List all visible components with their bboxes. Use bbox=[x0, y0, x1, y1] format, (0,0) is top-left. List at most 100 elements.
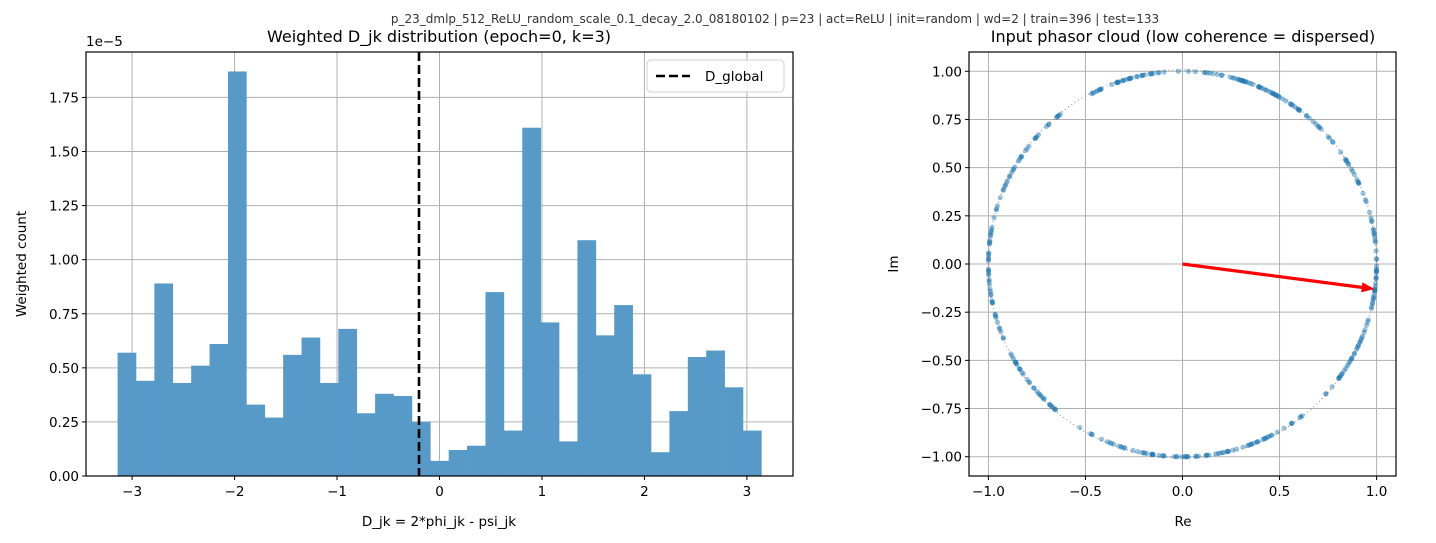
phasor-point bbox=[1273, 92, 1279, 98]
phasor-point bbox=[987, 288, 993, 295]
legend-label: D_global bbox=[705, 69, 763, 85]
phasor-point bbox=[1046, 401, 1053, 407]
phasor-point bbox=[1047, 402, 1053, 408]
phasor-point bbox=[1160, 453, 1166, 459]
histogram-bar bbox=[246, 404, 266, 476]
phasor-point bbox=[1193, 453, 1199, 459]
phasor-point bbox=[1012, 164, 1018, 170]
phasor-point bbox=[1203, 452, 1209, 458]
histogram-bar bbox=[135, 380, 155, 476]
phasor-point bbox=[1141, 450, 1148, 456]
phasor-point bbox=[1210, 71, 1216, 77]
phasor-point bbox=[1274, 429, 1280, 435]
phasor-point bbox=[1254, 439, 1260, 445]
phasor-point bbox=[1156, 70, 1162, 76]
phasor-point bbox=[1016, 156, 1023, 162]
phasor-ticks: −1.0 −0.5 0.0 0.5 1.0 1.00 0.75 0.50 0.25 0.00 −0.… bbox=[921, 64, 1388, 500]
phasor-point bbox=[1371, 289, 1378, 295]
histogram-ylabel: Weighted count bbox=[14, 211, 30, 317]
phasor-point bbox=[1204, 70, 1211, 76]
phasor-point bbox=[1371, 230, 1377, 236]
phasor-point bbox=[1225, 448, 1231, 455]
phasor-point bbox=[1016, 366, 1023, 372]
phasor-point bbox=[1039, 394, 1046, 401]
phasor-point bbox=[1149, 451, 1155, 457]
histogram-bar bbox=[743, 430, 762, 476]
x-tick-label: −2 bbox=[225, 484, 245, 500]
phasor-point bbox=[1250, 81, 1256, 87]
phasor-point bbox=[1351, 350, 1357, 357]
figure-suptitle: p_23_dmlp_512_ReLU_random_scale_0.1_deca… bbox=[391, 12, 1159, 26]
phasor-point bbox=[1223, 449, 1229, 455]
phasor-point bbox=[1139, 449, 1145, 456]
phasor-point bbox=[991, 215, 997, 221]
phasor-point bbox=[1173, 454, 1179, 460]
phasor-point bbox=[1032, 135, 1038, 142]
phasor-ylabel: Im bbox=[886, 255, 902, 272]
phasor-point bbox=[1356, 180, 1362, 186]
phasor-point bbox=[998, 329, 1004, 335]
phasor-point bbox=[1290, 102, 1296, 108]
phasor-point bbox=[986, 250, 992, 257]
phasor-point bbox=[1012, 359, 1019, 365]
phasor-point bbox=[996, 325, 1002, 331]
phasor-point bbox=[1317, 124, 1323, 131]
phasor-point bbox=[1114, 79, 1121, 86]
phasor-point bbox=[1150, 70, 1156, 77]
phasor-point bbox=[1354, 344, 1361, 351]
phasor-point bbox=[985, 266, 992, 272]
phasor-point bbox=[1256, 84, 1263, 90]
phasor-point bbox=[1026, 379, 1032, 385]
phasor-point bbox=[1174, 454, 1180, 460]
phasor-point bbox=[1171, 453, 1177, 460]
phasor-point bbox=[1269, 432, 1275, 438]
phasor-point bbox=[1353, 346, 1360, 352]
histogram-bar bbox=[577, 240, 597, 476]
histogram-bar bbox=[264, 417, 284, 476]
phasor-point bbox=[1150, 451, 1156, 458]
phasor-point bbox=[1238, 77, 1244, 83]
phasor-point bbox=[1109, 81, 1115, 88]
phasor-point bbox=[1363, 199, 1369, 205]
phasor-point bbox=[1342, 156, 1348, 162]
histogram-bar bbox=[503, 430, 523, 476]
phasor-point bbox=[1097, 87, 1103, 93]
phasor-point bbox=[1336, 375, 1342, 381]
histogram-bar bbox=[227, 71, 247, 476]
phasor-point bbox=[1372, 286, 1378, 292]
phasor-point bbox=[1118, 444, 1125, 450]
phasor-point bbox=[1329, 138, 1335, 145]
phasor-point bbox=[1052, 406, 1058, 412]
phasor-point bbox=[1216, 450, 1223, 456]
phasor-point bbox=[1359, 333, 1366, 339]
y-tick-label: 1.00 bbox=[932, 64, 962, 80]
phasor-point bbox=[1002, 183, 1008, 190]
phasor-point bbox=[1248, 441, 1255, 447]
phasor-point bbox=[1355, 179, 1361, 185]
phasor-point bbox=[1104, 439, 1110, 445]
phasor-point bbox=[1297, 414, 1303, 421]
phasor-point bbox=[1148, 71, 1154, 77]
phasor-point bbox=[1114, 79, 1120, 86]
phasor-point bbox=[1346, 161, 1352, 167]
phasor-point bbox=[1240, 444, 1246, 450]
phasor-point bbox=[1032, 135, 1038, 142]
phasor-point bbox=[1261, 436, 1267, 442]
phasor-point bbox=[1110, 441, 1117, 447]
phasor-grid bbox=[969, 52, 1396, 476]
phasor-point bbox=[1316, 124, 1322, 130]
phasor-point bbox=[1371, 232, 1377, 238]
arrow-shaft bbox=[1182, 262, 1362, 289]
y-tick-label: −0.25 bbox=[921, 305, 962, 321]
phasor-point bbox=[1368, 305, 1374, 311]
phasor-point bbox=[1265, 434, 1271, 440]
phasor-point bbox=[1306, 115, 1312, 121]
phasor-point bbox=[1369, 218, 1375, 224]
phasor-point bbox=[1207, 70, 1213, 76]
phasor-point bbox=[1357, 339, 1363, 345]
phasor-point bbox=[1141, 450, 1147, 456]
histogram-bar bbox=[559, 441, 578, 476]
phasor-point bbox=[1372, 287, 1378, 293]
phasor-point bbox=[1343, 157, 1349, 163]
